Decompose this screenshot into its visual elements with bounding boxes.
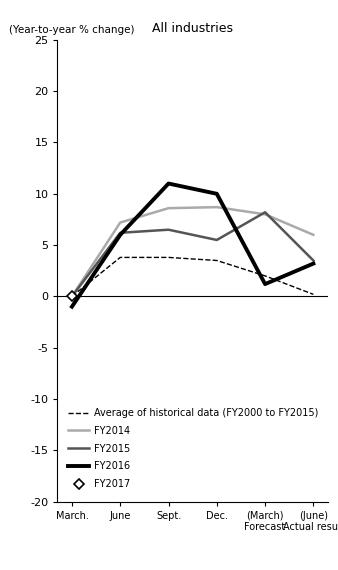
Legend: Average of historical data (FY2000 to FY2015), FY2014, FY2015, FY2016, FY2017: Average of historical data (FY2000 to FY… — [65, 405, 321, 492]
Title: All industries: All industries — [152, 22, 233, 35]
Text: (Year-to-year % change): (Year-to-year % change) — [9, 25, 134, 35]
